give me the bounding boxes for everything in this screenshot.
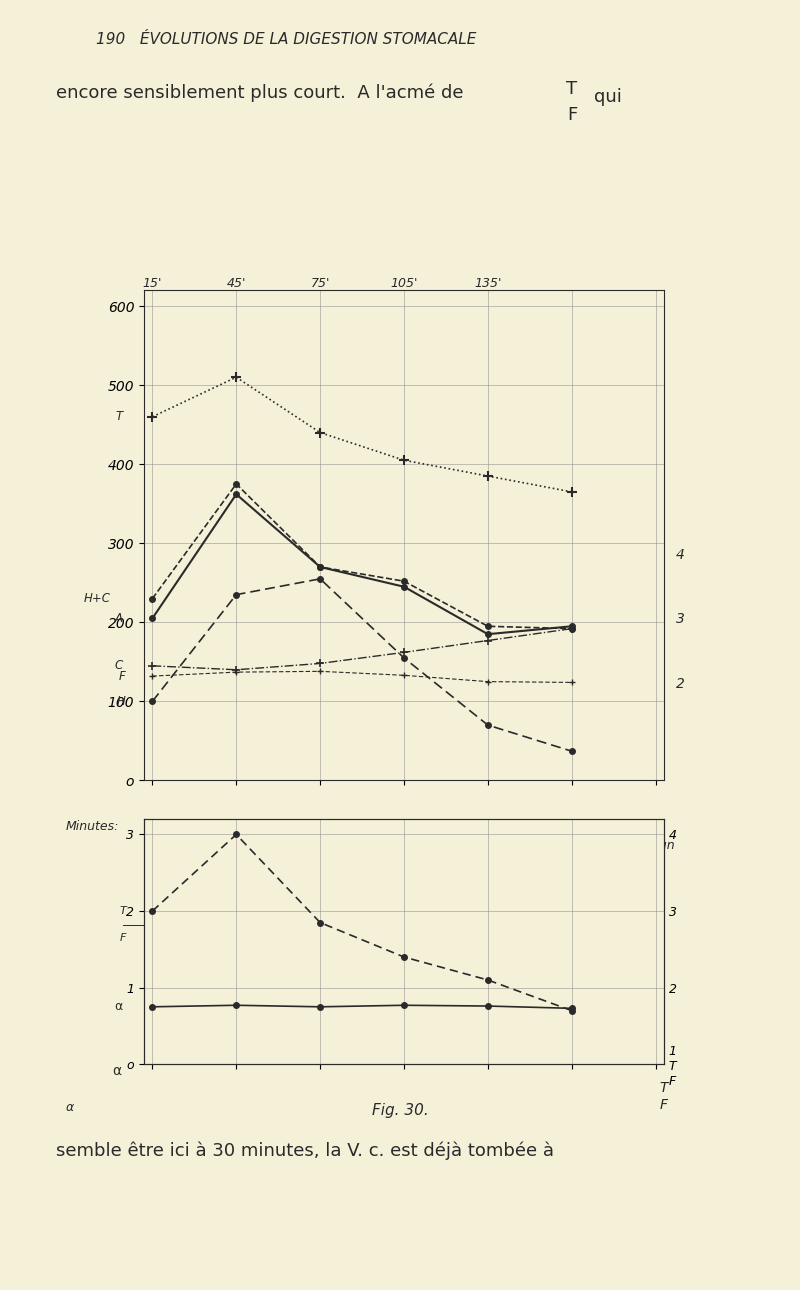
Text: 75': 75' [310,277,330,290]
Text: α: α [114,1000,123,1014]
Text: 4: 4 [676,548,685,561]
Text: 15': 15' [142,277,162,290]
Text: à jeun: à jeun [636,840,675,853]
Text: 30: 30 [228,840,244,853]
Text: C: C [114,659,123,672]
Text: T: T [120,906,126,916]
Text: A: A [115,611,123,624]
Text: Fig. 30.: Fig. 30. [372,1103,428,1118]
Text: F: F [660,1098,668,1112]
Text: T: T [116,410,123,423]
Text: 2: 2 [676,677,685,690]
Text: F: F [567,106,577,124]
Text: α: α [66,1102,74,1115]
Text: 135': 135' [474,277,502,290]
Text: 120': 120' [474,840,502,853]
Text: 3: 3 [676,613,685,626]
Text: 45': 45' [226,277,246,290]
Text: α: α [112,1064,121,1078]
Text: F: F [120,933,126,943]
Text: 60': 60' [310,840,330,853]
Text: 105': 105' [390,277,418,290]
Text: T: T [566,80,578,98]
Text: 90': 90' [394,840,414,853]
Text: H: H [117,695,126,708]
Text: T: T [660,1081,668,1095]
Text: semble être ici à 30 minutes, la V. c. est déjà tombée à: semble être ici à 30 minutes, la V. c. e… [56,1142,554,1160]
Text: encore sensiblement plus court.  A l'acmé de: encore sensiblement plus court. A l'acmé… [56,84,470,102]
Text: Minutes:: Minutes: [66,819,119,832]
Text: qui: qui [594,88,622,106]
Text: H+C: H+C [83,592,110,605]
Text: F: F [118,670,126,682]
Text: 190   ÉVOLUTIONS DE LA DIGESTION STOMACALE: 190 ÉVOLUTIONS DE LA DIGESTION STOMACALE [96,32,476,48]
